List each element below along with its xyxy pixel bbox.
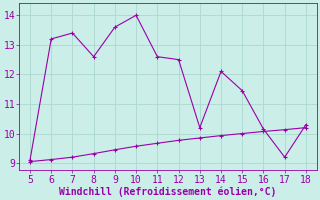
X-axis label: Windchill (Refroidissement éolien,°C): Windchill (Refroidissement éolien,°C) — [59, 186, 277, 197]
